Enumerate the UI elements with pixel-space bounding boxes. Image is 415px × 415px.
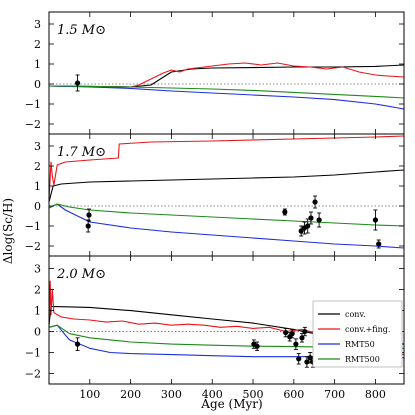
panel-plot-area [49,62,404,110]
panels: −2 −1 0 1 2 3 1.5 M⊙ −2 −1 0 1 2 3 1.7 M⊙ −2 −1 0 1 2 3 100 2… [25,11,405,401]
data-point [254,343,260,349]
y-tick-label: −2 [25,240,41,253]
y-tick-label: −1 [25,98,41,111]
data-point [372,217,379,223]
panel-2: −2 −1 0 1 2 3 1.7 M⊙ [25,133,405,257]
y-tick-label: 2 [34,38,41,51]
series-line-rmt500 [49,203,404,227]
panel-frame [48,255,405,385]
y-tick-label: 2 [34,284,41,297]
panel-mass-label: 1.7 M⊙ [57,145,106,160]
panel-1: −2 −1 0 1 2 3 1.5 M⊙ [25,11,405,135]
legend-label-conv: conv. [345,310,366,319]
y-tick-label: 0 [34,78,41,91]
x-tick-label: 600 [283,388,304,401]
data-point [302,328,308,335]
legend-label-conv-fing: conv.+fing. [345,325,390,334]
panel-mass-label: 2.0 M⊙ [56,267,106,282]
y-tick-label: 1 [34,305,41,318]
y-tick-label: 2 [34,160,41,173]
panel-mass-label: 1.5 M⊙ [57,23,106,38]
y-tick-label: −2 [25,118,41,131]
data-point [308,215,314,221]
y-tick-label: 1 [34,58,41,71]
y-tick-label: 3 [34,18,41,31]
y-axis-label: Δlog(Sc/H) [1,198,15,264]
x-tick-label: 100 [79,388,100,401]
data-point [299,335,305,341]
data-point [289,331,295,337]
data-point [74,341,81,347]
y-tick-label: −1 [25,220,41,233]
y-tick-label: 1 [34,180,41,193]
series-line-conv [49,169,404,203]
data-point [74,80,81,86]
data-point [296,356,302,362]
panel-plot-area [49,135,404,249]
y-tick-label: −2 [25,368,41,381]
legend-label-rmt500: RMT500 [345,355,380,364]
data-point [293,341,299,347]
series-line-conv-fing [49,62,404,88]
y-tick-label: 3 [34,263,41,276]
data-point [316,217,322,223]
data-point [283,329,289,336]
legend: conv. conv.+fing. RMT50 RMT500 [312,300,403,368]
legend-label-rmt50: RMT50 [345,340,375,349]
data-point [305,223,311,229]
y-tick-label: −1 [25,347,41,360]
data-point [312,199,318,205]
data-point [376,241,382,247]
y-tick-label: 3 [34,140,41,153]
x-tick-label: 500 [243,388,264,401]
y-tick-label: 0 [34,200,41,213]
data-point [86,212,92,218]
x-tick-label: 300 [161,388,182,401]
series-line-rmt500 [49,85,404,99]
x-tick-label: 400 [202,388,223,401]
series-line-conv-fing [49,135,404,201]
series-line-rmt50 [49,85,404,110]
series-line-rmt50 [49,203,404,249]
x-axis-label: Age (Myr) [200,397,262,411]
x-tick-label: 800 [365,388,386,401]
x-tick-label: 700 [324,388,345,401]
data-point [85,223,91,229]
legend-box [312,300,403,368]
data-point [282,209,288,215]
y-tick-label: 0 [34,326,41,339]
x-tick-label: 200 [120,388,141,401]
data-point [304,359,310,365]
